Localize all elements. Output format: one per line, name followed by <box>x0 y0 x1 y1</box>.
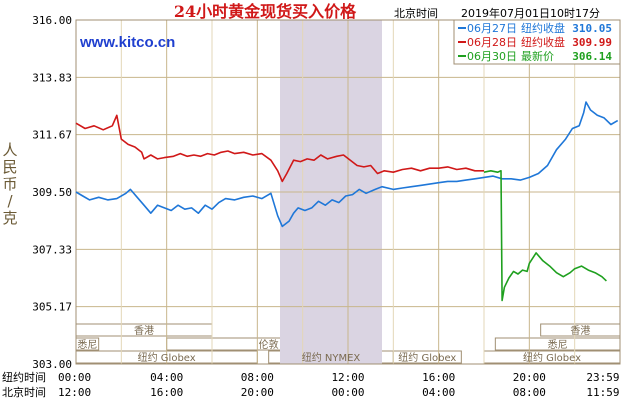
y-tick-label: 313.83 <box>32 71 72 84</box>
x-axis-row-label: 北京时间 <box>2 385 46 399</box>
session-label: 香港 <box>134 325 154 337</box>
y-axis-label-char: / <box>7 192 13 210</box>
grid-lines <box>76 19 620 365</box>
session-label: 悉尼 <box>548 339 568 351</box>
legend-label: 纽约收盘 <box>521 35 565 49</box>
timezone-label: 北京时间 <box>394 6 438 20</box>
legend-date: 06月27日 <box>467 22 517 35</box>
legend-date: 06月30日 <box>467 50 517 63</box>
watermark: www.kitco.cn <box>79 34 175 51</box>
y-axis-label-char: 克 <box>2 209 17 227</box>
y-tick-label: 303.00 <box>32 358 72 371</box>
y-tick-label: 311.67 <box>32 129 72 142</box>
session-label: 伦敦 <box>259 338 279 351</box>
legend-label: 纽约收盘 <box>521 21 565 35</box>
session-label: 纽约 NYMEX <box>302 351 361 364</box>
legend-value: 309.99 <box>572 36 612 49</box>
y-tick-label: 316.00 <box>32 14 72 27</box>
x-tick-label: 16:00 <box>422 371 455 384</box>
x-tick-labels: 纽约时间 00:00 04:00 08:00 12:00 16:00 20:00 23:59 北… <box>2 370 620 399</box>
y-axis-label: 人民币/克 <box>2 141 17 227</box>
session-label: 香港 <box>570 325 590 337</box>
y-axis-label-char: 币 <box>2 175 17 193</box>
session-label: 悉尼 <box>77 339 97 351</box>
timestamp: 2019年07月01日10时17分 <box>461 6 600 20</box>
x-tick-label: 20:00 <box>241 386 274 399</box>
x-axis-row-label: 纽约时间 <box>2 370 46 384</box>
series-lines <box>75 101 619 302</box>
legend-label: 最新价 <box>521 49 554 63</box>
y-axis-label-char: 人 <box>2 141 17 159</box>
y-tick-labels: 316.00 313.83 311.67 309.50 307.33 305.17 303.… <box>32 14 72 371</box>
y-tick-label: 307.33 <box>32 243 72 256</box>
legend-value: 310.05 <box>572 22 612 35</box>
session-label: 纽约 Globex <box>398 351 456 364</box>
series-line <box>483 170 607 302</box>
series-line <box>75 114 484 183</box>
legend-date: 06月28日 <box>467 36 517 49</box>
session-label: 纽约 Globex <box>523 351 581 364</box>
x-tick-label: 00:00 <box>58 371 91 384</box>
x-tick-label: 11:59 <box>586 386 619 399</box>
y-axis-label-char: 民 <box>2 158 17 176</box>
x-tick-label: 20:00 <box>513 371 546 384</box>
x-tick-label: 12:00 <box>58 386 91 399</box>
x-tick-label: 08:00 <box>241 371 274 384</box>
legend-box: 06月27日 纽约收盘 310.05 06月28日 纽约收盘 309.99 06月30日 最新… <box>453 19 621 65</box>
x-tick-label: 08:00 <box>513 386 546 399</box>
legend-value: 306.14 <box>572 50 612 63</box>
x-tick-label: 04:00 <box>422 386 455 399</box>
x-tick-label: 12:00 <box>331 371 364 384</box>
session-label: 纽约 Globex <box>138 351 196 364</box>
x-tick-label: 04:00 <box>150 371 183 384</box>
y-tick-label: 305.17 <box>32 301 72 314</box>
x-tick-label: 23:59 <box>586 371 619 384</box>
x-tick-label: 16:00 <box>150 386 183 399</box>
series-line <box>75 101 619 228</box>
chart-title: 24小时黄金现货买入价格 <box>174 2 357 21</box>
x-tick-label: 00:00 <box>331 386 364 399</box>
y-tick-label: 309.50 <box>32 186 72 199</box>
